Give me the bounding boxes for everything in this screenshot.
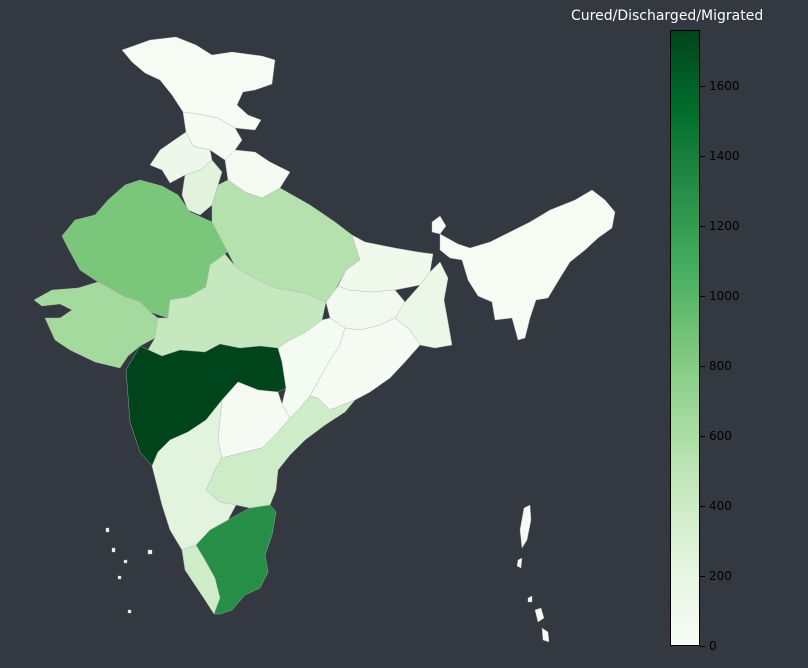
colorbar-tick-label: 1000	[709, 289, 740, 303]
region-jammu-kashmir	[121, 36, 276, 131]
colorbar	[670, 30, 700, 646]
colorbar-tick-label: 400	[709, 499, 732, 513]
region-northeast	[439, 189, 616, 341]
colorbar-tick	[700, 505, 705, 507]
colorbar-tick-label: 0	[709, 639, 717, 653]
colorbar-tick-label: 1400	[709, 149, 740, 163]
colorbar-tick	[700, 365, 705, 367]
colorbar-tick	[700, 295, 705, 297]
colorbar-tick	[700, 225, 705, 227]
colorbar-tick-label: 600	[709, 429, 732, 443]
colorbar-tick-label: 200	[709, 569, 732, 583]
colorbar-tick	[700, 155, 705, 157]
colorbar-tick	[700, 85, 705, 87]
colorbar-tick	[700, 575, 705, 577]
region-bihar	[337, 234, 434, 293]
colorbar-tick	[700, 645, 705, 647]
region-gujarat	[33, 281, 159, 369]
region-lakshadweep	[105, 527, 153, 614]
colorbar-tick	[700, 435, 705, 437]
region-sikkim	[431, 215, 447, 235]
colorbar-title: Cured/Discharged/Migrated	[571, 8, 764, 24]
region-odisha	[309, 317, 421, 411]
colorbar-tick-label: 800	[709, 359, 732, 373]
region-andhra-pradesh	[205, 395, 356, 509]
region-tamil-nadu	[195, 504, 277, 615]
colorbar-tick-label: 1200	[709, 219, 740, 233]
colorbar-tick-label: 1600	[709, 79, 740, 93]
region-andaman-nicobar	[516, 504, 550, 643]
